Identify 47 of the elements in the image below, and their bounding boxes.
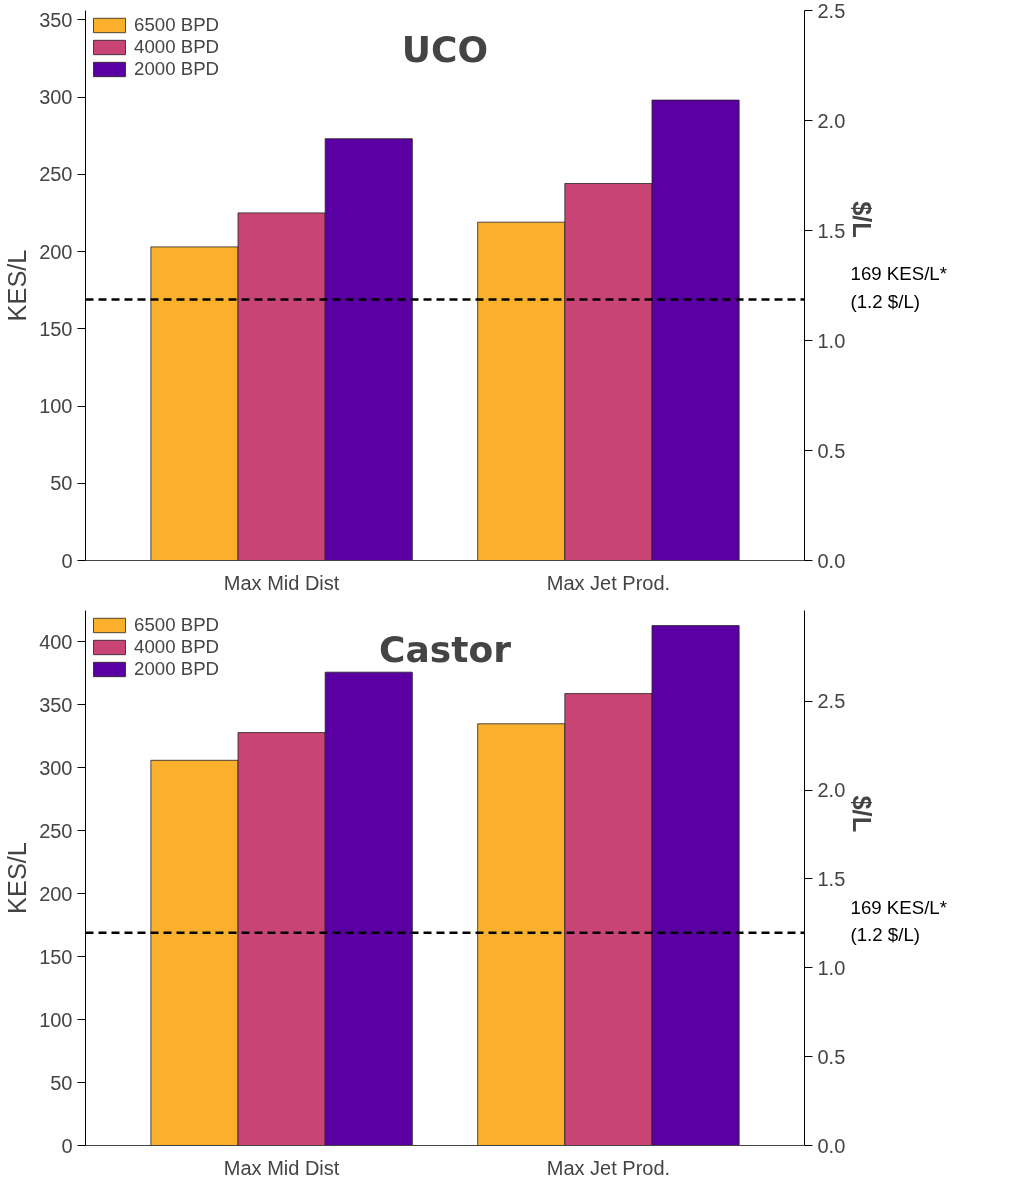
x-tick-label: Max Jet Prod. [546, 1156, 671, 1179]
x-tick-label: Max Jet Prod. [546, 571, 671, 594]
text: Castor [379, 628, 512, 670]
y-tick-label: 350 [39, 693, 73, 716]
y-tick-label: 300 [39, 756, 73, 779]
legend-label: 4000 BPD [134, 36, 220, 58]
y2-tick-label: 1.0 [817, 956, 846, 979]
y-tick-label: 100 [39, 1008, 73, 1031]
y2-tick-label: 0.5 [817, 439, 846, 462]
legend-label: 2000 BPD [134, 658, 220, 680]
legend-label: 6500 BPD [134, 14, 220, 36]
y2-tick-label: 0.0 [817, 549, 846, 572]
y-tick-label: 100 [39, 395, 73, 418]
y-tick-label: 50 [50, 472, 73, 495]
y2-tick-label: 2.5 [817, 690, 846, 713]
legend-label: 6500 BPD [134, 614, 220, 636]
y-tick-label: 300 [39, 86, 73, 109]
y2-tick-label: 2.0 [817, 109, 846, 132]
ref-line-label: 169 KES/L* (1.2 $/L) [850, 896, 947, 945]
y-tick-label: 0 [61, 549, 73, 572]
y2-tick-label: 1.5 [817, 867, 846, 890]
y2-tick-label: 0.0 [817, 1134, 846, 1157]
y-tick-label: 400 [39, 630, 73, 653]
y2-tick-label: 2.5 [817, 0, 846, 22]
y2-tick-label: 0.5 [817, 1045, 846, 1068]
y-tick-label: 200 [39, 882, 73, 905]
y-tick-label: 250 [39, 163, 73, 186]
y2-tick-label: 2.0 [817, 779, 846, 802]
y-tick-label: 0 [61, 1134, 73, 1157]
y-axis-title: KES/L [3, 842, 32, 914]
x-tick-label: Max Mid Dist [223, 1156, 340, 1179]
y-tick-label: 350 [39, 8, 73, 31]
y-tick-label: 50 [50, 1071, 73, 1094]
ref-line-label: 169 KES/L* (1.2 $/L) [850, 263, 947, 312]
y-tick-label: 150 [39, 317, 73, 340]
legend-label: 2000 BPD [134, 58, 220, 80]
text: UCO [401, 28, 489, 70]
y2-axis-title: $/L [847, 201, 876, 238]
y2-tick-label: 1.0 [817, 329, 846, 352]
y2-tick-label: 1.5 [817, 219, 846, 242]
x-tick-label: Max Mid Dist [223, 571, 340, 594]
legend-label: 4000 BPD [134, 636, 220, 658]
y-tick-label: 250 [39, 819, 73, 842]
y-tick-label: 150 [39, 945, 73, 968]
y-tick-label: 200 [39, 240, 73, 263]
y2-axis-title: $/L [847, 795, 876, 833]
y-axis-title: KES/L [3, 249, 32, 322]
